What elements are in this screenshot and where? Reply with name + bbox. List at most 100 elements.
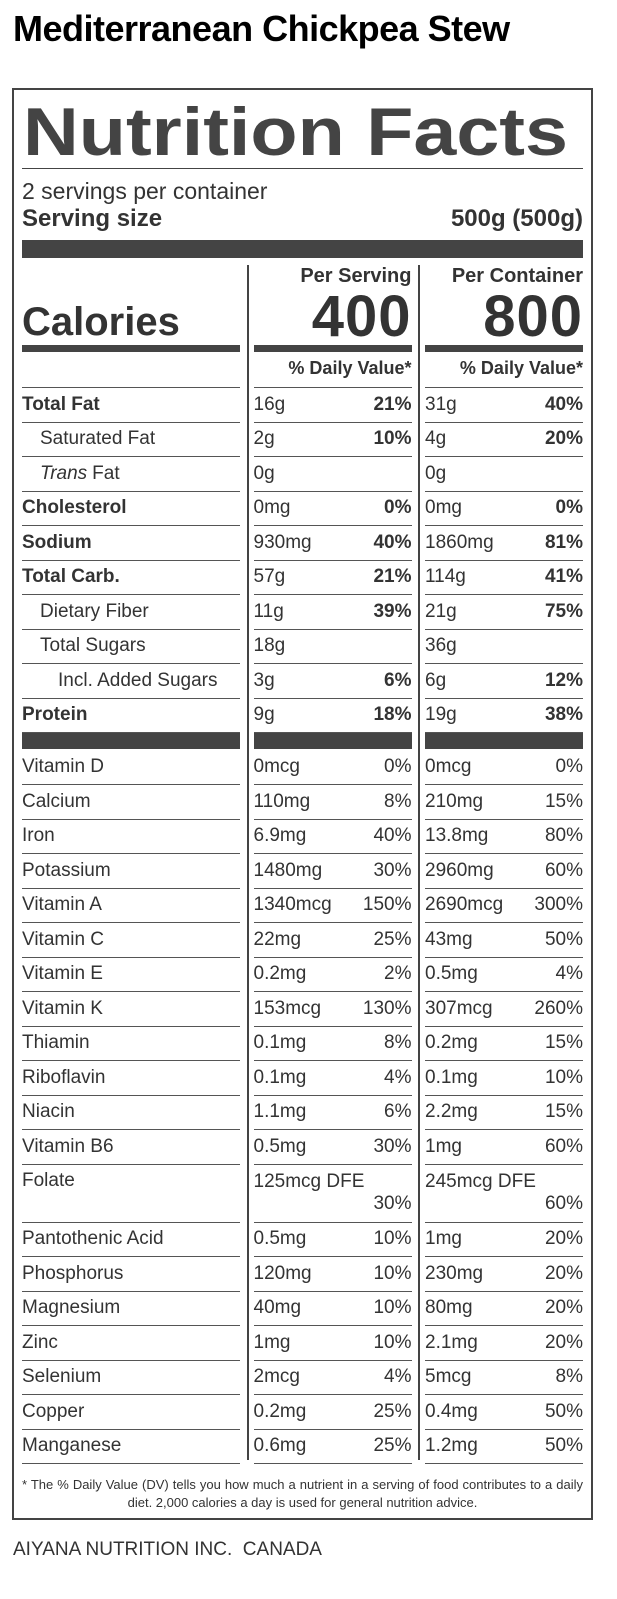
nutrient-name: Total Fat [22,393,100,415]
serving-size: Serving size 500g (500g) [22,205,583,233]
nutrient-row: Zinc 1mg 10% 2.1mg 20% [22,1326,583,1361]
nutrient-name-cell: Protein [22,699,240,733]
nutrient-row: Iron 6.9mg 40% 13.8mg 80% [22,820,583,854]
nutrient-name-cell: Trans Fat [22,457,240,492]
calories-bar [425,345,583,352]
amount: 0mcg [253,756,300,778]
daily-value: 40% [373,825,412,847]
nutrient-name: Calcium [22,790,91,812]
nutrient-row: Saturated Fat 2g 10% 4g 20% [22,423,583,457]
thick-bar [253,733,412,749]
footnote: * The % Daily Value (DV) tells you how m… [22,1477,583,1510]
column-heading: Per Serving [300,265,412,287]
amount-cell: 1mg 20% [425,1223,583,1257]
separator-row [22,733,583,751]
nutrient-row: Cholesterol 0mg 0% 0mg 0% [22,492,583,526]
calories-value: 400 [311,284,412,349]
amount: 307mcg [425,997,493,1019]
amount-cell: 6g 12% [425,664,583,699]
rule [22,168,583,169]
thick-bar [425,733,583,749]
nutrient-row: Manganese 0.6mg 25% 1.2mg 50% [22,1430,583,1464]
daily-value: 10% [373,1297,412,1319]
daily-value: 40% [544,393,583,415]
daily-value: 18% [373,704,412,726]
daily-value: 20% [544,1331,583,1353]
amount-cell: 0.5mg 4% [425,958,583,992]
amount-cell: 21g 75% [425,595,583,630]
daily-value: 38% [544,704,583,726]
amount-cell: 0mg 0% [425,492,583,526]
amount: 2.2mg [425,1101,478,1123]
nutrient-name-cell: Folate [22,1165,240,1223]
nutrient-row: Niacin 1.1mg 6% 2.2mg 15% [22,1096,583,1130]
nutrient-name: Total Carb. [22,566,120,588]
daily-value: 21% [373,566,412,588]
nutrient-row: Magnesium 40mg 10% 80mg 20% [22,1292,583,1326]
nutrient-row: Riboflavin 0.1mg 4% 0.1mg 10% [22,1061,583,1096]
nutrient-name: Copper [22,1400,85,1422]
amount-cell: 22mg 25% [253,923,412,958]
amount: 0.1mg [253,1066,307,1088]
amount: 16g [253,393,286,415]
daily-value: 20% [544,1228,583,1250]
thick-bar [22,733,240,749]
amount-cell: 0mcg 0% [253,751,412,785]
nutrient-name: Vitamin A [22,894,102,916]
nutrient-name-cell: Cholesterol [22,492,240,526]
amount: 0mg [425,497,462,519]
amount: 930mg [253,531,312,553]
nutrient-name-cell: Vitamin C [22,923,240,958]
nutrient-name-cell: Thiamin [22,1027,240,1061]
amount: 1mg [425,1135,462,1157]
amount-cell: 9g 18% [253,699,412,733]
amount: 3g [253,669,275,691]
daily-value: 300% [534,894,583,916]
amount: 11g [253,600,284,622]
amount: 0.5mg [253,1135,307,1157]
amount-cell: 1480mg 30% [253,854,412,889]
nutrient-name: Potassium [22,859,111,881]
nutrient-name-cell: Sodium [22,526,240,561]
amount-cell: 1.2mg 50% [425,1430,583,1464]
amount-cell: 2.2mg 15% [425,1096,583,1130]
nutrient-name: Thiamin [22,1032,90,1054]
heading: Nutrition Facts [23,98,568,164]
daily-value: 12% [544,669,583,691]
daily-value: 30% [373,1135,412,1157]
amount-cell: 1.1mg 6% [253,1096,412,1130]
nutrient-name: Selenium [22,1366,102,1388]
daily-value: 21% [373,393,412,415]
amount: 153mcg [253,997,322,1019]
nutrient-name-cell: Vitamin K [22,992,240,1027]
daily-value: 0% [555,497,583,519]
daily-value: 8% [384,1032,412,1054]
rule [253,387,412,388]
calories-bar [22,345,240,352]
daily-value: 8% [384,790,412,812]
nutrient-name-cell: Copper [22,1395,240,1430]
amount: 2690mcg [425,894,504,916]
daily-value: 20% [544,428,583,450]
nutrient-row: Total Sugars 18g 36g [22,630,583,664]
nutrient-name-cell: Total Carb. [22,561,240,595]
amount-cell: 0.1mg 10% [425,1061,583,1096]
amount-cell: 4g 20% [425,423,583,457]
amount-cell: 36g [425,630,583,664]
amount-cell: 153mcg 130% [253,992,412,1027]
nutrient-name-cell: Vitamin B6 [22,1130,240,1165]
daily-value: 41% [544,566,583,588]
amount: 0.2mg [425,1032,478,1054]
amount: 40mg [253,1297,302,1319]
amount-cell: 19g 38% [425,699,583,733]
nutrient-name-cell: Incl. Added Sugars [22,664,240,699]
amount: 0g [425,462,447,484]
amount: 6.9mg [253,825,307,847]
amount-cell: 43mg 50% [425,923,583,958]
footer: AIYANA NUTRITION INC. CANADA [13,1539,322,1561]
amount-cell: 0.5mg 10% [253,1223,412,1257]
daily-value: 50% [544,928,583,950]
row [22,387,583,388]
amount: 0.5mg [425,963,478,985]
amount-cell: 31g 40% [425,388,583,423]
